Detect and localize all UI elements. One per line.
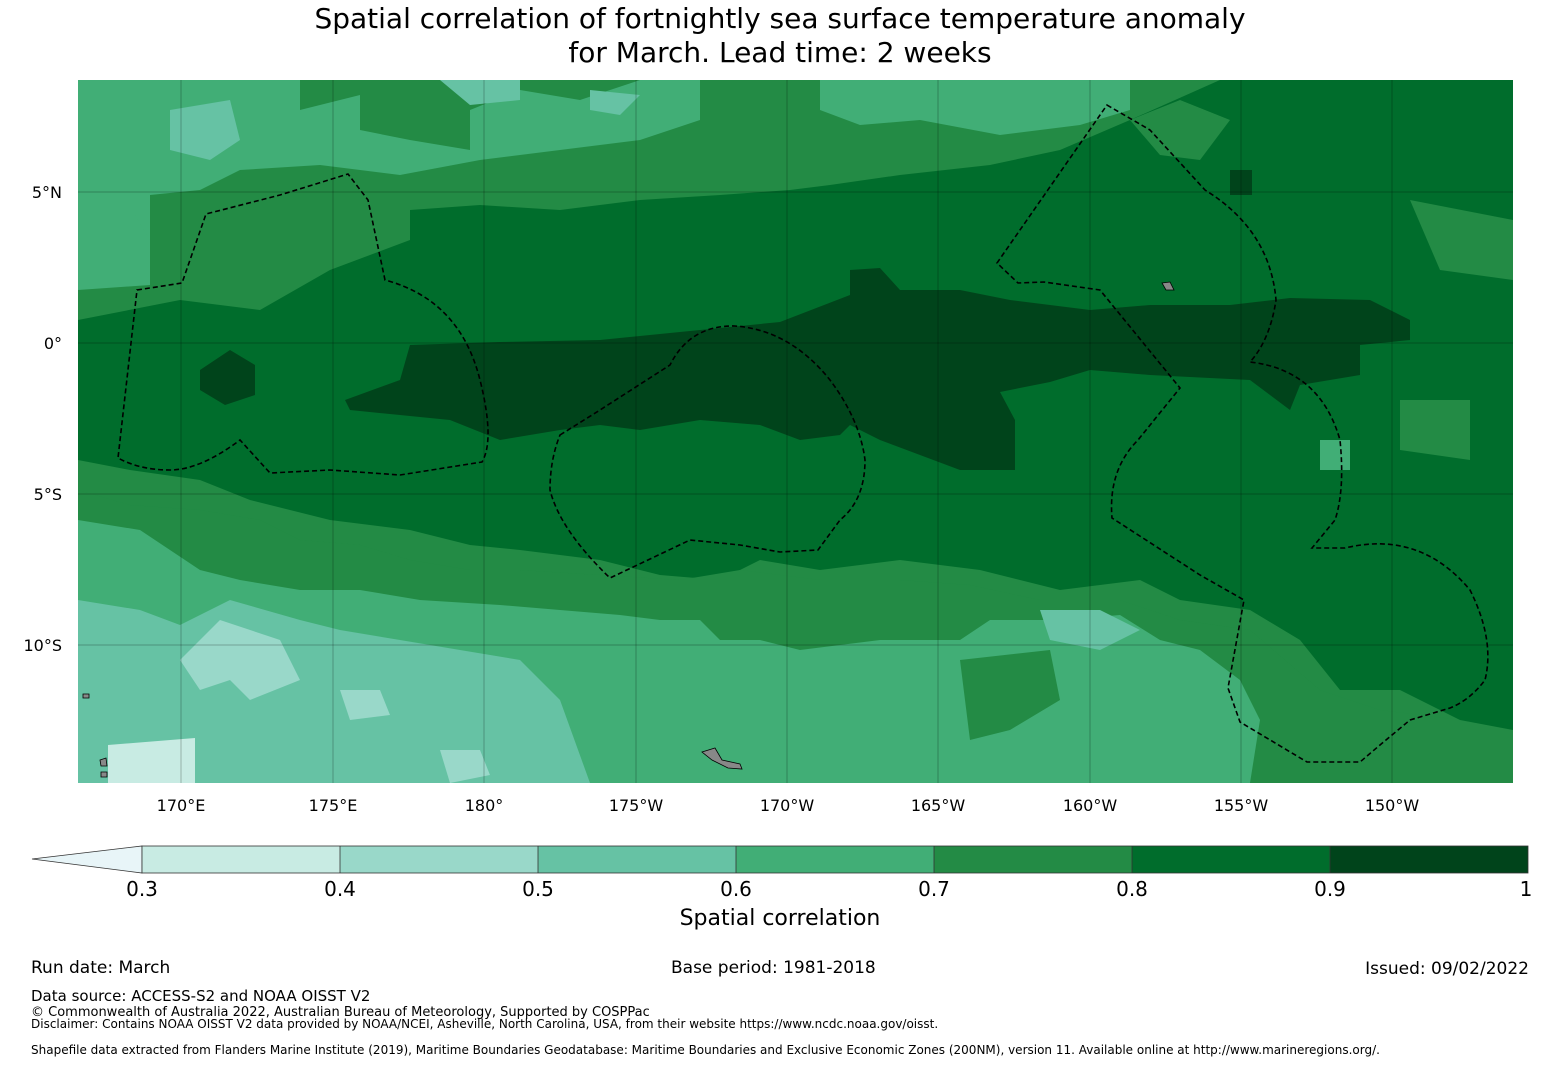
- lon-tick: 170°E: [157, 796, 206, 815]
- colorbar: 0.3 0.4 0.5 0.6 0.7 0.8 0.9 1: [31, 845, 1532, 901]
- lon-tick: 175°E: [309, 796, 358, 815]
- land-features: [82, 281, 1175, 778]
- eez-boundary-kiribati-gilbert: [117, 173, 489, 476]
- eez-boundary-line-islands: [995, 103, 1489, 763]
- band-0.5-0.6: [1040, 610, 1140, 650]
- band-0.5-0.6: [440, 80, 520, 105]
- lon-tick: 170°W: [760, 796, 815, 815]
- lon-tick: 165°W: [911, 796, 966, 815]
- lon-tick: 180°: [465, 796, 504, 815]
- issued-date: Issued: 09/02/2022: [1365, 959, 1529, 979]
- band-0.4-0.5: [180, 620, 300, 700]
- run-date: Run date: March: [31, 958, 171, 978]
- colorbar-segment: [142, 846, 340, 873]
- band-0.5-0.6: [590, 90, 640, 115]
- copyright: © Commonwealth of Australia 2022, Austra…: [31, 1005, 650, 1020]
- island: [99, 757, 108, 767]
- colorbar-extend-min: [31, 845, 143, 874]
- lon-tick: 175°W: [609, 796, 664, 815]
- colorbar-segment: [1330, 846, 1528, 873]
- colorbar-tick: 0.7: [918, 877, 950, 901]
- colorbar-segment: [736, 846, 934, 873]
- band-0.7-0.8: [1410, 200, 1513, 280]
- colorbar-outline: [141, 845, 1529, 874]
- band-0.4-0.5: [340, 690, 390, 720]
- data-source: Data source: ACCESS-S2 and NOAA OISST V2: [31, 987, 371, 1005]
- colorbar-label: Spatial correlation: [679, 906, 881, 931]
- shapefile-credit: Shapefile data extracted from Flanders M…: [31, 1043, 1380, 1057]
- colorbar-dividers: [339, 846, 1331, 873]
- lon-tick: 160°W: [1063, 796, 1118, 815]
- title-line-1: Spatial correlation of fortnightly sea s…: [314, 2, 1246, 35]
- samoa-islands: [701, 747, 743, 770]
- band-0.7-0.8: [1130, 100, 1230, 160]
- colorbar-tick: 0.4: [324, 877, 356, 901]
- island: [82, 693, 90, 699]
- colorbar-segment: [340, 846, 538, 873]
- colorbar-segment: [934, 846, 1132, 873]
- latitude-ticks: 5°N 0° 5°S 10°S: [23, 183, 62, 655]
- base-period: Base period: 1981-2018: [671, 958, 876, 978]
- title-line-2: for March. Lead time: 2 weeks: [568, 36, 992, 69]
- band-0.9-1: [345, 268, 1410, 470]
- band-0.6-0.7: [78, 140, 150, 290]
- disclaimer: Disclaimer: Contains NOAA OISST V2 data …: [31, 1017, 939, 1031]
- eez-boundaries: [117, 103, 1489, 763]
- colorbar-tick: 0.3: [126, 877, 158, 901]
- lon-tick: 155°W: [1214, 796, 1269, 815]
- colorbar-tick: 1: [1520, 877, 1533, 901]
- colorbar-tick: 0.5: [522, 877, 554, 901]
- band-0.7-0.8: [960, 650, 1060, 740]
- band-0.7-0.8: [1400, 400, 1470, 460]
- band-0.5-0.6: [170, 100, 240, 160]
- lon-tick: 150°W: [1365, 796, 1420, 815]
- band-0.9-1: [1230, 170, 1252, 195]
- eez-boundary-tokelau-phoenix: [549, 325, 866, 579]
- lat-tick: 0°: [44, 334, 62, 353]
- band-0.4-0.5: [440, 750, 490, 783]
- kiritimati-island: [1161, 281, 1175, 291]
- colorbar-ticks: 0.3 0.4 0.5 0.6 0.7 0.8 0.9 1: [126, 877, 1532, 901]
- colorbar-tick: 0.6: [720, 877, 752, 901]
- correlation-heatmap: [78, 80, 1513, 783]
- band-0.6-0.7: [820, 80, 1130, 135]
- longitude-ticks: 170°E 175°E 180° 175°W 170°W 165°W 160°W…: [157, 796, 1420, 815]
- colorbar-tick: 0.8: [1116, 877, 1148, 901]
- lat-tick: 5°S: [34, 485, 62, 504]
- island: [100, 771, 108, 778]
- colorbar-segment: [1132, 846, 1330, 873]
- chart-title: Spatial correlation of fortnightly sea s…: [0, 2, 1560, 70]
- lat-tick: 5°N: [32, 183, 62, 202]
- map-gridlines: [78, 80, 1513, 783]
- band-0.9-1: [200, 350, 255, 405]
- colorbar-tick: 0.9: [1314, 877, 1346, 901]
- lat-tick: 10°S: [23, 636, 62, 655]
- colorbar-segment: [538, 846, 736, 873]
- band-0.6-0.7: [1320, 440, 1350, 470]
- band-0.3-0.4: [108, 738, 195, 783]
